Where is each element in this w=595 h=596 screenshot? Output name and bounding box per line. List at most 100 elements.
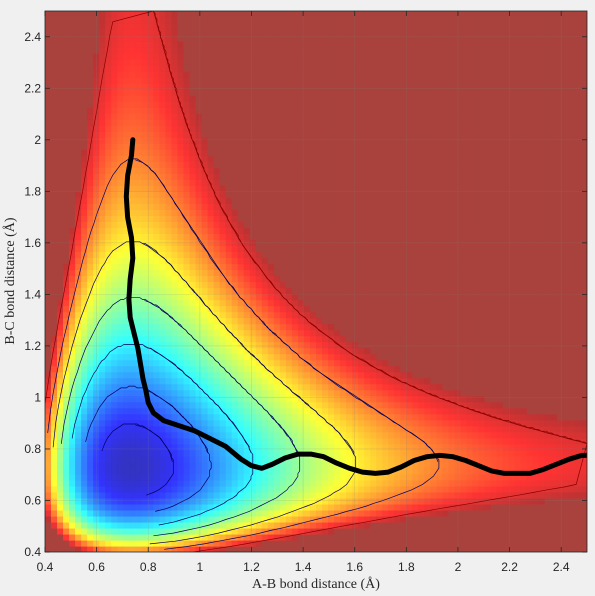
heat-cell xyxy=(165,287,173,295)
heat-cell xyxy=(237,113,245,120)
heat-cell xyxy=(159,425,167,433)
heat-cell xyxy=(189,335,197,343)
heat-cell xyxy=(249,473,257,481)
heat-cell xyxy=(231,53,239,60)
heat-cell xyxy=(177,437,185,445)
heat-cell xyxy=(279,437,287,445)
heat-cell xyxy=(291,407,299,415)
heat-cell xyxy=(111,17,118,24)
heat-cell xyxy=(364,185,371,192)
heat-cell xyxy=(352,53,359,60)
heat-cell xyxy=(225,251,233,259)
heat-cell xyxy=(316,137,323,144)
heat-cell xyxy=(45,455,52,463)
heat-cell xyxy=(291,47,299,54)
heat-cell xyxy=(346,305,353,313)
heat-cell xyxy=(364,437,371,445)
heat-cell xyxy=(243,101,251,108)
heat-cell xyxy=(135,251,142,259)
heat-cell xyxy=(183,353,191,361)
heat-cell xyxy=(177,23,185,30)
heat-cell xyxy=(255,503,263,511)
heat-cell xyxy=(141,47,148,54)
heat-cell xyxy=(153,461,161,469)
heat-cell xyxy=(183,437,191,445)
heat-cell xyxy=(364,347,371,355)
heat-cell xyxy=(303,227,311,235)
heat-cell xyxy=(316,65,323,72)
heat-cell xyxy=(57,371,64,379)
heat-cell xyxy=(69,365,76,373)
heat-cell xyxy=(81,335,88,343)
heat-cell xyxy=(117,407,124,415)
heat-cell xyxy=(141,347,148,355)
heat-cell xyxy=(376,545,383,552)
heat-cell xyxy=(135,281,142,289)
heat-cell xyxy=(285,497,293,505)
heat-cell xyxy=(219,179,227,186)
heat-cell xyxy=(273,143,281,150)
heat-cell xyxy=(165,137,173,144)
heat-cell xyxy=(207,71,215,78)
heat-cell xyxy=(352,443,359,451)
heat-cell xyxy=(111,101,118,108)
heat-cell xyxy=(328,491,335,499)
heat-cell xyxy=(316,215,323,222)
heat-cell xyxy=(99,341,106,349)
heat-cell xyxy=(81,287,88,295)
heat-cell xyxy=(376,335,383,343)
heat-cell xyxy=(129,533,136,541)
heat-cell xyxy=(267,455,275,463)
heat-cell xyxy=(231,293,239,301)
heat-cell xyxy=(279,89,287,96)
heat-cell xyxy=(207,467,215,475)
heat-cell xyxy=(189,467,197,475)
heat-cell xyxy=(153,389,161,397)
heat-cell xyxy=(334,239,341,247)
heat-cell xyxy=(177,509,185,517)
heat-cell xyxy=(243,173,251,180)
heat-cell xyxy=(225,173,233,180)
heat-cell xyxy=(87,461,94,469)
heat-cell xyxy=(249,23,257,30)
heat-cell xyxy=(183,65,191,72)
heat-cell xyxy=(69,407,76,415)
heat-cell xyxy=(364,443,371,451)
heat-cell xyxy=(51,509,58,517)
heat-cell xyxy=(249,401,257,409)
heat-cell xyxy=(303,23,311,30)
heat-cell xyxy=(279,443,287,451)
heat-cell xyxy=(201,413,209,421)
heat-cell xyxy=(249,311,257,319)
heat-cell xyxy=(45,473,52,481)
heat-cell xyxy=(129,443,136,451)
heat-cell xyxy=(334,113,341,120)
heat-cell xyxy=(279,473,287,481)
heat-cell xyxy=(195,23,203,30)
heat-cell xyxy=(273,335,281,343)
heat-cell xyxy=(322,281,329,289)
heat-cell xyxy=(267,71,275,78)
heat-cell xyxy=(177,389,185,397)
heat-cell xyxy=(249,215,257,222)
heat-cell xyxy=(117,233,124,241)
heat-cell xyxy=(75,137,82,144)
heat-cell xyxy=(93,527,100,535)
heat-cell xyxy=(346,383,353,391)
heat-cell xyxy=(57,191,64,198)
heat-cell xyxy=(69,329,76,337)
heat-cell xyxy=(346,131,353,138)
heat-cell xyxy=(328,221,335,228)
heat-cell xyxy=(75,125,82,132)
heat-cell xyxy=(261,443,269,451)
heat-cell xyxy=(129,371,136,379)
heat-cell xyxy=(346,449,353,457)
heat-cell xyxy=(316,191,323,198)
heat-cell xyxy=(147,191,154,198)
heat-cell xyxy=(364,179,371,186)
heat-cell xyxy=(63,227,70,235)
heat-cell xyxy=(340,407,347,415)
heat-cell xyxy=(63,29,70,36)
heat-cell xyxy=(159,263,167,271)
heat-cell xyxy=(207,515,215,523)
